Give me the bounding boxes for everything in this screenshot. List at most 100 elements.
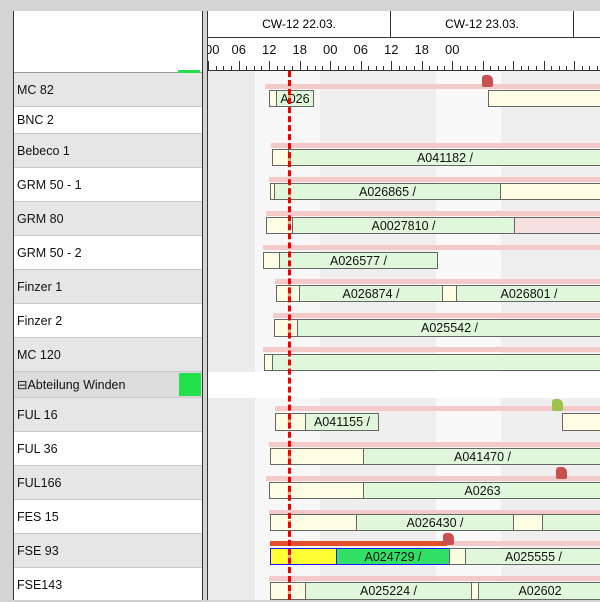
lock-icon[interactable] <box>556 467 567 479</box>
order-bar[interactable]: A026577 / <box>279 252 438 269</box>
planning-bar <box>446 541 600 546</box>
planning-bar <box>269 442 600 447</box>
resource-row[interactable]: BNC 2 <box>14 107 202 134</box>
planning-bar <box>275 279 600 284</box>
planning-bar <box>271 143 600 148</box>
setup-bar[interactable] <box>270 448 364 465</box>
planning-bar <box>269 576 600 581</box>
resource-label: GRM 50 - 1 <box>17 177 82 192</box>
order-bar[interactable]: A025542 / <box>297 319 600 337</box>
lock-icon[interactable] <box>443 533 454 545</box>
resource-row[interactable]: GRM 50 - 1 <box>14 168 202 202</box>
status-indicator <box>178 70 200 73</box>
resource-row[interactable]: FUL 36 <box>14 432 202 466</box>
resource-label: GRM 50 - 2 <box>17 245 82 260</box>
order-bar[interactable]: A02602 <box>478 582 600 600</box>
order-bar[interactable]: A041182 / <box>288 149 600 166</box>
planning-bar <box>266 476 600 481</box>
order-bar[interactable]: A025555 / <box>465 548 600 565</box>
hour-label: 00 <box>208 42 220 57</box>
resource-label: FUL166 <box>17 475 62 490</box>
resource-row[interactable]: FES 15 <box>14 500 202 534</box>
setup-bar[interactable] <box>274 319 298 337</box>
resource-label: ⊟Abteilung Winden <box>17 378 126 392</box>
setup-bar[interactable] <box>263 252 280 269</box>
planning-bar <box>273 313 600 318</box>
resource-label: GRM 80 <box>17 211 64 226</box>
resource-row[interactable]: FUL166 <box>14 466 202 500</box>
setup-bar[interactable] <box>269 482 364 499</box>
planning-bar <box>263 347 600 352</box>
resource-row[interactable]: Bebeco 1 <box>14 134 202 168</box>
lock-icon[interactable] <box>482 75 493 87</box>
group-status-indicator <box>179 373 201 396</box>
setup-bar[interactable] <box>488 90 600 107</box>
hour-label: 00 <box>445 42 460 57</box>
planning-bar <box>269 510 600 515</box>
day-header[interactable] <box>574 11 600 38</box>
resource-row[interactable]: MC 120 <box>14 338 202 372</box>
order-bar[interactable]: A025224 / <box>305 582 472 600</box>
resource-label: Finzer 1 <box>17 279 63 294</box>
resource-label: Bebeco 1 <box>17 143 70 158</box>
day-header[interactable]: CW-12 23.03. <box>391 11 574 38</box>
resource-label: FSE 93 <box>17 543 59 558</box>
setup-bar[interactable] <box>449 548 466 565</box>
order-bar[interactable]: A026 <box>276 90 314 107</box>
setup-bar[interactable] <box>542 514 600 531</box>
setup-bar[interactable] <box>272 149 289 166</box>
setup-bar[interactable] <box>270 514 357 531</box>
day-header[interactable]: CW-12 22.03. <box>208 11 391 38</box>
planning-bar <box>266 211 600 216</box>
order-bar[interactable]: A026874 / <box>299 285 443 302</box>
progress-bar <box>270 541 447 546</box>
hour-label: 18 <box>414 42 429 57</box>
lock-icon[interactable] <box>552 399 563 411</box>
resource-row[interactable]: FSE 93 <box>14 534 202 568</box>
resource-row[interactable]: GRM 80 <box>14 202 202 236</box>
order-bar[interactable]: A041155 / <box>305 413 379 431</box>
setup-bar[interactable] <box>514 217 600 234</box>
resource-label: MC 120 <box>17 347 61 362</box>
hour-label: 00 <box>323 42 338 57</box>
planning-bar <box>265 84 600 89</box>
resource-row[interactable]: FUL 16 <box>14 398 202 432</box>
hour-label: 06 <box>353 42 368 57</box>
resource-label: FES 15 <box>17 509 59 524</box>
resource-label: FUL 36 <box>17 441 58 456</box>
setup-bar[interactable] <box>513 514 543 531</box>
resource-label: MC 82 <box>17 82 54 97</box>
resource-row[interactable]: GRM 50 - 2 <box>14 236 202 270</box>
order-bar[interactable]: A024729 / <box>336 548 450 565</box>
order-bar[interactable]: A0027810 / <box>292 217 515 234</box>
hour-label: 12 <box>384 42 399 57</box>
order-bar[interactable]: A0263 <box>363 482 600 499</box>
setup-bar[interactable] <box>270 548 337 565</box>
setup-bar[interactable] <box>500 183 600 200</box>
resource-row[interactable]: Finzer 1 <box>14 270 202 304</box>
setup-bar[interactable] <box>562 413 600 431</box>
resource-row[interactable]: Finzer 2 <box>14 304 202 338</box>
hour-label: 12 <box>262 42 277 57</box>
order-bar[interactable]: A026430 / <box>356 514 514 531</box>
resource-header <box>14 11 202 73</box>
group-row[interactable]: ⊟Abteilung Winden <box>14 372 202 398</box>
resource-label: Finzer 2 <box>17 313 63 328</box>
hour-label: 18 <box>292 42 307 57</box>
planning-bar <box>269 177 600 182</box>
hour-label: 06 <box>231 42 246 57</box>
resource-row[interactable]: FSE143 <box>14 568 202 602</box>
order-bar[interactable]: A026801 / <box>456 285 600 302</box>
planning-bar <box>275 406 600 411</box>
order-bar[interactable]: A026865 / <box>274 183 501 200</box>
current-time-line <box>288 71 291 600</box>
resource-panel: MC 82 BNC 2 Bebeco 1 GRM 50 - 1 GRM 80 GRM 50… <box>13 11 203 602</box>
gantt-chart[interactable]: CW-12 22.03.CW-12 23.03. 00 06 12 18 00 06 12 18… <box>207 11 600 600</box>
setup-bar[interactable] <box>272 354 600 371</box>
resource-label: BNC 2 <box>17 113 54 127</box>
resource-label: FSE143 <box>17 577 63 592</box>
resource-row[interactable]: MC 82 <box>14 73 202 107</box>
setup-bar[interactable] <box>442 285 457 302</box>
resource-label: FUL 16 <box>17 407 58 422</box>
order-bar[interactable]: A041470 / <box>363 448 600 465</box>
